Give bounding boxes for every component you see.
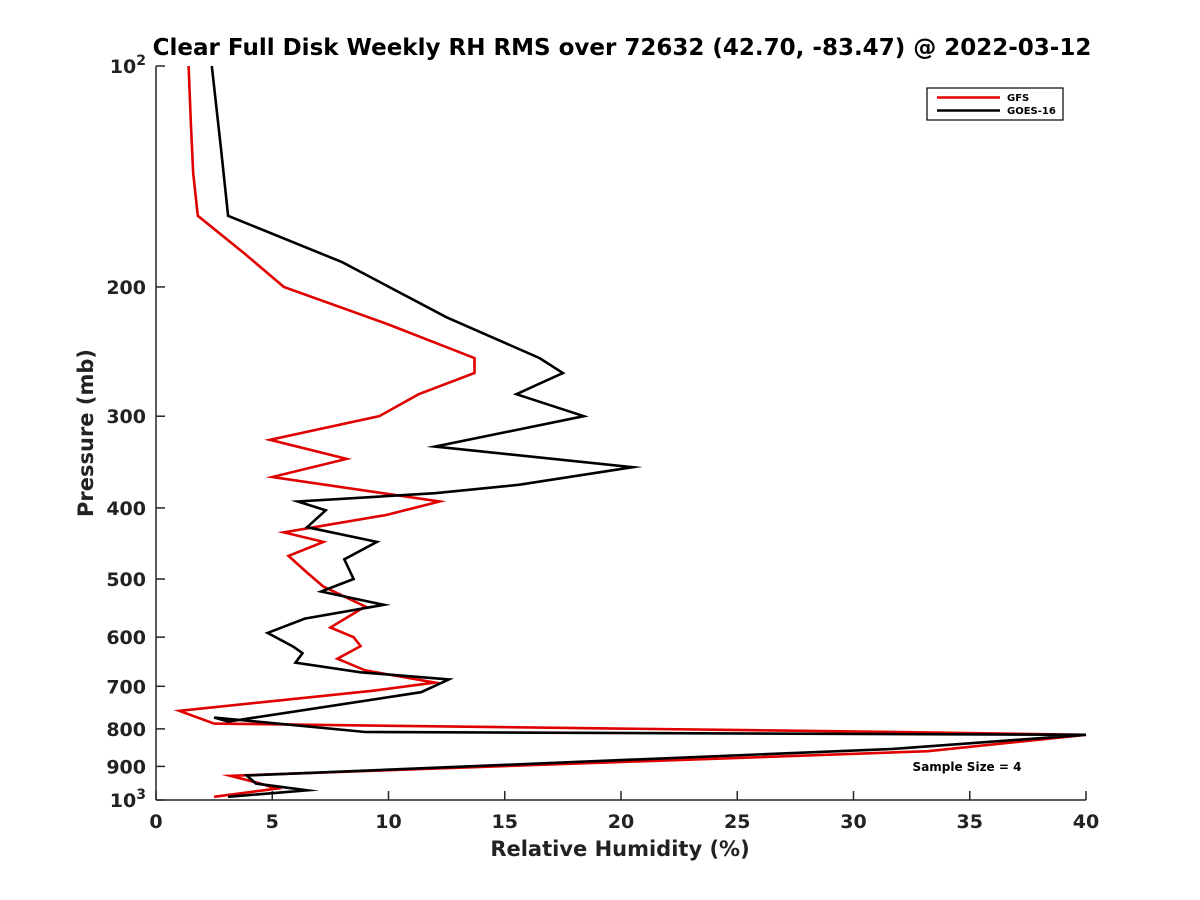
y-tick-label: 400 xyxy=(106,498,146,520)
x-tick-label: 30 xyxy=(840,811,866,833)
x-tick-label: 5 xyxy=(266,811,279,833)
y-tick-label: 200 xyxy=(106,277,146,299)
chart-title: Clear Full Disk Weekly RH RMS over 72632… xyxy=(153,35,1092,61)
y-axis-label: Pressure (mb) xyxy=(74,349,98,517)
y-tick-label: 700 xyxy=(106,676,146,698)
y-tick-label: 500 xyxy=(106,569,146,591)
x-tick-label: 35 xyxy=(957,811,983,833)
legend: GFS GOES-16 xyxy=(926,87,1064,121)
x-tick-label: 15 xyxy=(492,811,518,833)
legend-box xyxy=(926,87,1064,121)
y-tick-label: 600 xyxy=(106,627,146,649)
x-axis-label: Relative Humidity (%) xyxy=(490,837,749,861)
y-tick-label: 103 xyxy=(110,787,146,812)
x-tick-label: 10 xyxy=(375,811,401,833)
y-tick-label: 300 xyxy=(106,406,146,428)
x-tick-label: 25 xyxy=(724,811,750,833)
series-line-gfs xyxy=(173,65,1087,799)
legend-label-goes: GOES-16 xyxy=(1007,106,1056,117)
y-tick-label: 900 xyxy=(106,756,146,778)
x-tick-label: 20 xyxy=(608,811,634,833)
sample-size-annotation: Sample Size = 4 xyxy=(913,760,1022,774)
y-tick-label: 102 xyxy=(110,53,146,78)
x-tick-label: 40 xyxy=(1073,811,1099,833)
y-tick-label: 800 xyxy=(106,719,146,741)
legend-label-gfs: GFS xyxy=(1007,93,1029,104)
x-tick-label: 0 xyxy=(149,811,162,833)
plot-area: 0 5 10 15 20 25 30 35 40 102 200 300 400 500 600 700 800… xyxy=(106,53,1099,833)
series-line-goes-16 xyxy=(210,65,1087,799)
